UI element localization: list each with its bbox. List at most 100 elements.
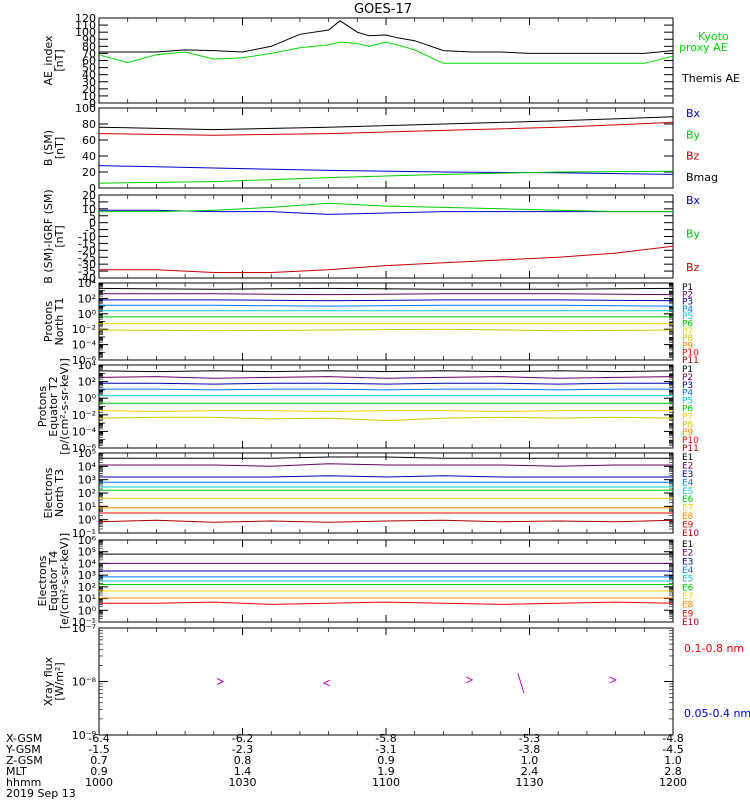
legend-label: E5 (682, 487, 693, 497)
y-tick-label: 20 (82, 166, 96, 179)
xray-marker (216, 678, 225, 685)
legend-label: E9 (682, 609, 694, 619)
legend-label: P1 (682, 365, 693, 375)
y-tick-label: 10⁻⁶ (72, 354, 97, 367)
legend-label: E9 (682, 521, 694, 531)
x-axis-value: 0.9 (377, 754, 395, 767)
series-line-p4 (99, 304, 674, 307)
legend-label: By (686, 128, 701, 141)
legend-label: P4 (682, 389, 693, 399)
y-tick-label: 10⁻⁷ (72, 622, 96, 635)
y-tick-label: 10⁻² (72, 323, 96, 336)
legend-label: Bz (686, 261, 700, 274)
legend-label: P11 (682, 444, 699, 454)
xray-marker (517, 672, 525, 694)
panels: 0102030405060708090100110120AE_index[nT]… (36, 12, 750, 742)
legend-label: P3 (682, 298, 693, 308)
x-axis-row-label: MLT (6, 765, 27, 778)
y-axis-label: B (SM) (42, 130, 55, 166)
panel-8: 10⁻⁹ 10⁻⁸ 10⁻⁷ Xray flux[W/m²] 0.1-0.8 nm 0.0… (42, 622, 750, 742)
y-axis-label: [W/m²] (53, 662, 66, 700)
y-tick-label: 10⁶ (78, 534, 97, 547)
y-axis-label: Electrons (36, 555, 49, 606)
y-tick-label: 10⁴ (78, 277, 97, 290)
y-tick-label: 10⁴ (78, 460, 97, 473)
series-line-e10 (98, 519, 674, 523)
legend-label: P3 (682, 381, 693, 391)
y-tick-label: 10⁻¹ (72, 527, 96, 540)
y-tick-label: -10 (78, 231, 96, 244)
y-tick-label: 10 (82, 203, 96, 216)
legend-label: E1 (682, 453, 693, 463)
x-axis-value: 0.7 (90, 754, 108, 767)
x-axis-value: -4.8 (662, 732, 683, 745)
y-tick-label: 60 (82, 134, 96, 147)
series-line-kyoto-proxy-ae (98, 41, 674, 64)
y-tick-label: 10⁰ (78, 392, 97, 405)
y-tick-label: 10 (82, 90, 96, 103)
legend-label: P5 (682, 397, 693, 407)
figure-title: GOES-17 (354, 2, 412, 17)
y-tick-label: 40 (82, 69, 96, 82)
series-line-p7 (98, 410, 673, 413)
legend-label: E5 (682, 575, 693, 585)
legend-label: P9 (682, 341, 693, 351)
y-axis-label: [nT] (53, 137, 66, 159)
x-axis-value: 0.8 (234, 754, 252, 767)
x-axis-value: -1.5 (88, 743, 109, 756)
y-tick-label: 10² (78, 487, 96, 500)
y-tick-label: 10⁰ (78, 514, 97, 527)
legend-label: P2 (682, 373, 693, 383)
y-tick-label: 40 (82, 150, 96, 163)
y-axis-label: [nT] (53, 225, 66, 247)
y-axis-label: Equator T4 (47, 551, 60, 611)
legend-label: Kyoto (698, 30, 729, 43)
panel-frame (98, 627, 674, 736)
y-tick-label: 10⁵ (78, 447, 96, 460)
y-tick-label: -30 (78, 258, 96, 271)
y-tick-label: 20 (82, 189, 96, 202)
y-tick-label: 110 (75, 19, 96, 32)
y-axis-label: [p/(cm²-s-sr-keV)] (58, 358, 71, 455)
x-axis-value: -6.2 (232, 732, 253, 745)
y-tick-label: 30 (82, 76, 96, 89)
series-line-p2 (98, 376, 674, 379)
legend-label: E4 (682, 478, 694, 488)
y-tick-label: 50 (82, 62, 96, 75)
legend-label: By (686, 228, 701, 241)
date-label: 2019 Sep 13 (6, 787, 76, 800)
x-axis-value: 1.0 (664, 754, 682, 767)
y-axis-label: Protons (42, 301, 55, 342)
y-tick-label: 10⁻⁴ (72, 339, 97, 352)
y-tick-label: 10⁰ (78, 604, 97, 617)
legend-label: E10 (682, 618, 699, 628)
legend-label: E2 (682, 461, 693, 471)
y-axis-label: North T3 (53, 469, 66, 517)
legend-label: E2 (682, 549, 693, 559)
y-tick-label: 0 (89, 217, 96, 230)
x-axis-value: 1.4 (234, 765, 252, 778)
x-axis-value: -2.3 (232, 743, 253, 756)
y-tick-label: 10⁰ (78, 308, 97, 321)
x-axis-value: 1030 (229, 776, 257, 789)
legend-label: Bz (686, 150, 700, 163)
legend-label: E10 (682, 529, 699, 539)
x-axis-row-label: X-GSM (6, 732, 42, 745)
series-line-p1 (98, 287, 674, 290)
legend-label: P5 (682, 312, 693, 322)
series-line-p8 (98, 416, 674, 422)
x-axis-value: -3.8 (519, 743, 540, 756)
x-axis-value: 1.9 (377, 765, 395, 778)
legend-label: P10 (682, 436, 699, 446)
series-line-p1 (98, 370, 674, 373)
legend-label: E8 (682, 601, 694, 611)
y-tick-label: -35 (78, 265, 96, 278)
y-tick-label: 5 (89, 210, 96, 223)
y-axis-label: Electrons (42, 467, 55, 518)
series-line-p3 (99, 299, 674, 302)
y-axis-label: Xray flux (42, 656, 55, 706)
legend-label: P4 (682, 305, 693, 315)
y-tick-label: -5 (85, 224, 96, 237)
legend-label: Bx (686, 107, 701, 120)
